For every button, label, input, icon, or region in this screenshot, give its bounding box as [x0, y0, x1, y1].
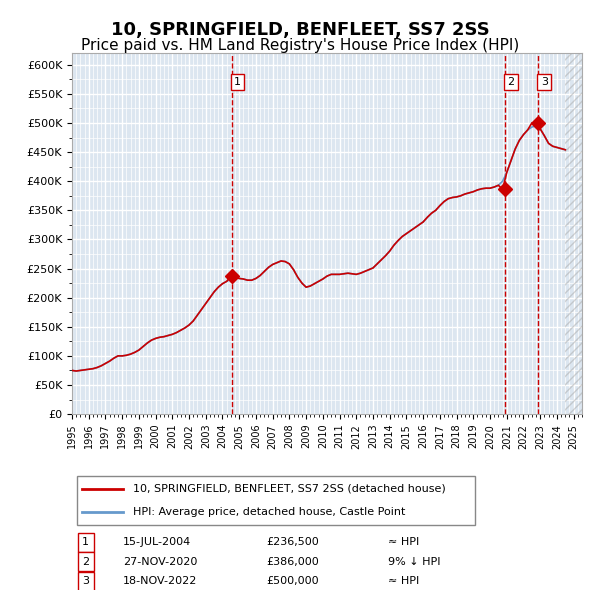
Text: £500,000: £500,000: [266, 576, 319, 586]
Text: 15-JUL-2004: 15-JUL-2004: [123, 537, 191, 547]
Text: ≈ HPI: ≈ HPI: [388, 576, 419, 586]
Text: 1: 1: [234, 77, 241, 87]
Text: 27-NOV-2020: 27-NOV-2020: [123, 557, 197, 567]
Text: 10, SPRINGFIELD, BENFLEET, SS7 2SS (detached house): 10, SPRINGFIELD, BENFLEET, SS7 2SS (deta…: [133, 484, 446, 494]
Text: 18-NOV-2022: 18-NOV-2022: [123, 576, 197, 586]
Text: 9% ↓ HPI: 9% ↓ HPI: [388, 557, 440, 567]
Text: £236,500: £236,500: [266, 537, 319, 547]
Text: 1: 1: [82, 537, 89, 547]
Text: HPI: Average price, detached house, Castle Point: HPI: Average price, detached house, Cast…: [133, 507, 406, 517]
Text: 2: 2: [82, 557, 89, 567]
Text: £386,000: £386,000: [266, 557, 319, 567]
Text: 2: 2: [508, 77, 515, 87]
Text: Price paid vs. HM Land Registry's House Price Index (HPI): Price paid vs. HM Land Registry's House …: [81, 38, 519, 53]
Text: 10, SPRINGFIELD, BENFLEET, SS7 2SS: 10, SPRINGFIELD, BENFLEET, SS7 2SS: [110, 21, 490, 39]
Text: 3: 3: [541, 77, 548, 87]
Text: 3: 3: [82, 576, 89, 586]
Text: ≈ HPI: ≈ HPI: [388, 537, 419, 547]
